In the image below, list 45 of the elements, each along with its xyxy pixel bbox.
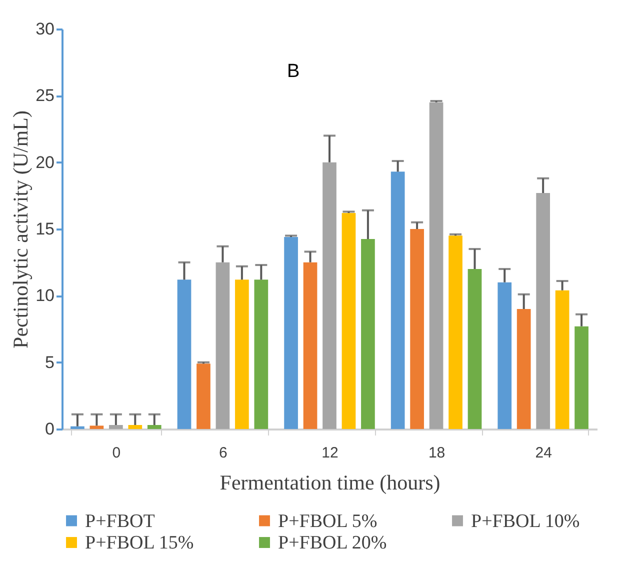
legend-label: P+FBOL 20%	[278, 532, 387, 554]
legend-label: P+FBOL 15%	[85, 532, 194, 554]
x-tick-label: 0	[112, 444, 121, 462]
bar	[196, 364, 210, 429]
bar	[536, 193, 550, 429]
bar	[254, 280, 268, 429]
legend-label: P+FBOL 5%	[278, 510, 378, 532]
x-tick-label: 18	[428, 444, 446, 462]
legend-label: P+FBOT	[85, 510, 156, 532]
bar	[468, 269, 482, 429]
bar	[429, 102, 444, 429]
bar	[361, 239, 375, 429]
x-axis-title: Fermentation time (hours)	[220, 470, 440, 494]
bar	[90, 426, 104, 429]
bar	[177, 280, 192, 429]
y-axis-title: Pectinolytic activity (U/mL)	[8, 110, 33, 348]
bar	[516, 309, 531, 429]
bar	[147, 425, 162, 429]
y-tick-label: 15	[36, 220, 54, 238]
bar	[70, 426, 84, 429]
bar	[235, 280, 249, 429]
bar	[498, 282, 512, 429]
bar	[342, 213, 356, 429]
bar	[284, 237, 298, 429]
x-tick-label: 6	[219, 444, 228, 462]
bar	[448, 236, 462, 429]
y-tick-label: 0	[45, 420, 54, 438]
y-tick-label: 5	[45, 352, 54, 372]
x-tick-label: 24	[535, 444, 552, 462]
x-tick-label: 12	[322, 444, 338, 462]
bar	[574, 326, 588, 429]
legend-label: P+FBOL 10%	[471, 510, 580, 532]
bar	[109, 425, 123, 429]
bar	[410, 229, 424, 429]
y-tick-label: 20	[36, 152, 54, 172]
bar	[555, 290, 570, 429]
bar	[216, 262, 230, 429]
annotation: B	[287, 61, 300, 82]
bar	[322, 162, 336, 429]
bar	[303, 262, 318, 429]
y-tick-label: 25	[36, 86, 54, 106]
bar	[128, 425, 142, 429]
y-tick-label: 10	[36, 286, 54, 306]
bar	[390, 172, 405, 429]
y-tick-label: 30	[36, 20, 54, 38]
